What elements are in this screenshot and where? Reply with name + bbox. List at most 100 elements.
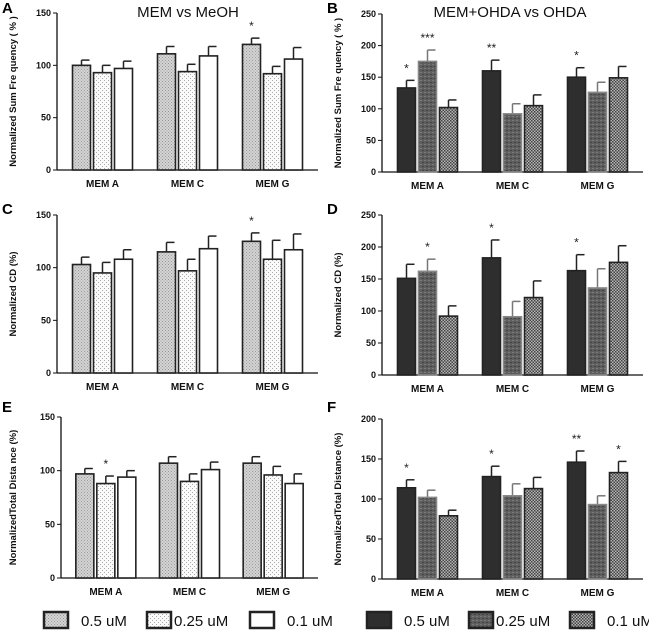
legend-label: 0.25 uM bbox=[496, 613, 550, 630]
y-tick-label: 0 bbox=[46, 165, 51, 175]
x-category-label: MEM C bbox=[171, 382, 204, 393]
panel-letter: B bbox=[327, 0, 338, 17]
significance-marker: * bbox=[249, 19, 254, 33]
bar-05uM-mema bbox=[396, 277, 417, 376]
panel-d: D 0 50 100 150 200 250 Normalized CD (%) MEM A ME… bbox=[327, 201, 643, 395]
x-category-label: MEM C bbox=[496, 588, 529, 599]
bar-01uM-mema bbox=[438, 106, 459, 173]
bar-05uM-memg bbox=[566, 76, 587, 173]
y-tick-label: 0 bbox=[50, 573, 55, 583]
bar-05uM-memc bbox=[156, 53, 177, 171]
legend-item-left-2: 0.1 uM bbox=[248, 610, 333, 630]
bar-01uM-memg bbox=[608, 261, 629, 376]
x-category-label: MEM A bbox=[86, 179, 119, 190]
y-tick-label: 250 bbox=[361, 9, 376, 19]
panel-b: B 0 50 100 150 200 250 Normalized Sum Fre quenc… bbox=[327, 0, 643, 192]
bar-01uM-memg bbox=[608, 77, 629, 173]
bar-025uM-memc bbox=[177, 70, 198, 171]
bar-025uM-mema bbox=[417, 496, 438, 580]
x-category-label: MEM A bbox=[411, 588, 444, 599]
panel-letter: D bbox=[327, 201, 338, 218]
y-axis-label: Normalized CD (%) bbox=[8, 252, 19, 337]
significance-marker: *** bbox=[420, 31, 434, 45]
y-tick-label: 150 bbox=[36, 8, 51, 18]
bar-025uM-mema bbox=[92, 272, 113, 374]
y-tick-label: 0 bbox=[371, 370, 376, 380]
x-category-label: MEM G bbox=[256, 587, 290, 598]
y-axis-label: Normalized Sum Fre quency ( % ) bbox=[8, 16, 19, 166]
bar-05uM-memc bbox=[481, 70, 502, 173]
legend-label: 0.1 uM bbox=[287, 613, 333, 630]
y-tick-label: 100 bbox=[40, 466, 55, 476]
panel-letter: A bbox=[2, 0, 13, 17]
significance-marker: * bbox=[103, 457, 108, 471]
bar-025uM-memc bbox=[502, 315, 523, 376]
legend-label: 0.5 uM bbox=[404, 613, 450, 630]
significance-marker: * bbox=[574, 49, 579, 63]
legend-label: 0.1 uM bbox=[607, 613, 649, 630]
bar-025uM-memg bbox=[587, 287, 608, 376]
y-tick-label: 50 bbox=[41, 113, 51, 123]
legend-item-left-1: 0.25 uM bbox=[145, 610, 228, 630]
bar-01uM-mema bbox=[438, 514, 459, 580]
x-category-label: MEM C bbox=[496, 181, 529, 192]
y-tick-label: 150 bbox=[36, 210, 51, 220]
legend-swatch bbox=[248, 610, 276, 630]
y-tick-label: 150 bbox=[361, 274, 376, 284]
bar-05uM-mema bbox=[396, 87, 417, 173]
bar-05uM-memg bbox=[566, 461, 587, 580]
x-category-label: MEM A bbox=[411, 181, 444, 192]
significance-marker: ** bbox=[487, 41, 497, 55]
bar-025uM-memc bbox=[179, 480, 200, 579]
bar-025uM-memg bbox=[587, 503, 608, 580]
significance-marker: * bbox=[489, 447, 494, 461]
legend-item-right-1: 0.25 uM bbox=[467, 610, 550, 630]
x-category-label: MEM G bbox=[581, 588, 615, 599]
bar-01uM-memc bbox=[200, 468, 221, 579]
y-tick-label: 200 bbox=[361, 41, 376, 51]
legend-swatch bbox=[42, 610, 70, 630]
y-tick-label: 150 bbox=[361, 72, 376, 82]
bar-01uM-memg bbox=[283, 248, 304, 374]
y-tick-label: 100 bbox=[36, 263, 51, 273]
y-tick-label: 100 bbox=[361, 494, 376, 504]
title-right: MEM+OHDA vs OHDA bbox=[434, 4, 587, 21]
significance-marker: * bbox=[404, 461, 409, 475]
panel-c: C 0 50 100 150 Normalized CD (%) MEM A MEM C MEM… bbox=[2, 201, 318, 393]
bar-05uM-memc bbox=[481, 475, 502, 580]
bar-01uM-memg bbox=[608, 471, 629, 580]
significance-marker: * bbox=[616, 442, 621, 456]
significance-marker: * bbox=[404, 61, 409, 75]
x-category-label: MEM C bbox=[496, 384, 529, 395]
bar-025uM-memg bbox=[262, 72, 283, 171]
bar-01uM-memc bbox=[198, 247, 219, 374]
y-axis-label: NormalizedTotal Distance (%) bbox=[333, 433, 344, 566]
y-tick-label: 50 bbox=[366, 135, 376, 145]
bar-05uM-memg bbox=[242, 462, 262, 579]
significance-marker: * bbox=[574, 236, 579, 250]
bar-05uM-mema bbox=[71, 64, 92, 171]
bar-025uM-memc bbox=[502, 494, 523, 580]
legend-swatch bbox=[365, 610, 393, 630]
title-left: MEM vs MeOH bbox=[137, 4, 239, 21]
panel-letter: F bbox=[327, 399, 336, 416]
x-category-label: MEM A bbox=[86, 382, 119, 393]
y-axis-label: Normalized Sum Fre quency ( % ) bbox=[333, 18, 344, 168]
y-tick-label: 150 bbox=[361, 454, 376, 464]
bar-025uM-mema bbox=[96, 482, 116, 579]
legend-item-right-2: 0.1 uM bbox=[568, 610, 649, 630]
bar-05uM-mema bbox=[396, 486, 417, 580]
x-category-label: MEM C bbox=[173, 587, 206, 598]
bar-05uM-mema bbox=[75, 473, 95, 579]
y-axis-label: Normalized CD (%) bbox=[333, 253, 344, 338]
panel-letter: E bbox=[2, 399, 12, 416]
legend-swatch bbox=[145, 610, 173, 630]
bar-05uM-memc bbox=[481, 257, 502, 376]
x-category-label: MEM A bbox=[411, 384, 444, 395]
bar-05uM-memg bbox=[241, 43, 262, 171]
panel-a: A 0 50 100 150 Normalized Sum Fre quency ( % … bbox=[2, 0, 318, 190]
panel-e: E 0 50 100 150 NormalizedTotal Dista nce (%) M… bbox=[2, 399, 318, 598]
significance-marker: * bbox=[425, 240, 430, 254]
